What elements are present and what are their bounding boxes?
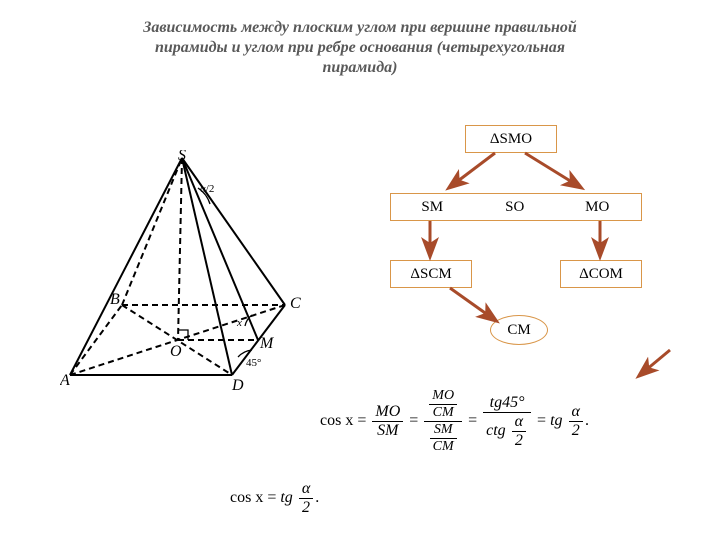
f1-cosx: cos x (320, 412, 353, 429)
f1-mo-num: MO (372, 403, 403, 422)
label-sm: SM (391, 199, 474, 216)
label-S: S (178, 150, 186, 164)
label-B: B (110, 291, 120, 308)
label-x: x (236, 317, 242, 329)
formula-2: cos x = tg α 2 . (230, 480, 319, 517)
label-45: 45° (246, 357, 261, 369)
box-scm: ΔSCM (390, 260, 472, 288)
label-mo: MO (556, 199, 639, 216)
pyramid-figure: S A B C D M O α/2 x 45° (60, 150, 320, 405)
title-line-3: пирамида) (323, 59, 398, 76)
label-M: M (259, 335, 275, 352)
label-O: O (170, 343, 182, 360)
pyramid-svg: S A B C D M O α/2 x 45° (60, 150, 320, 400)
formula-1: cos x = MO SM = MO CM SM CM = tg45° ctg … (320, 388, 589, 455)
flow-arrows (380, 125, 700, 385)
label-C: C (290, 295, 301, 312)
title-line-1: Зависимость между плоским углом при верш… (143, 19, 577, 36)
page-title: Зависимость между плоским углом при верш… (0, 0, 720, 78)
box-sm-so-mo: SM SO MO (390, 193, 642, 221)
box-smo: ΔSMO (465, 125, 557, 153)
title-line-2: пирамиды и углом при ребре основания (че… (155, 39, 565, 56)
ellipse-cm: CM (490, 315, 548, 345)
label-D: D (231, 377, 244, 394)
label-so: SO (474, 199, 557, 216)
f1-sm-den: SM (372, 422, 403, 440)
box-com: ΔCOM (560, 260, 642, 288)
label-A: A (60, 372, 70, 389)
label-alpha-half: α/2 (200, 183, 214, 195)
